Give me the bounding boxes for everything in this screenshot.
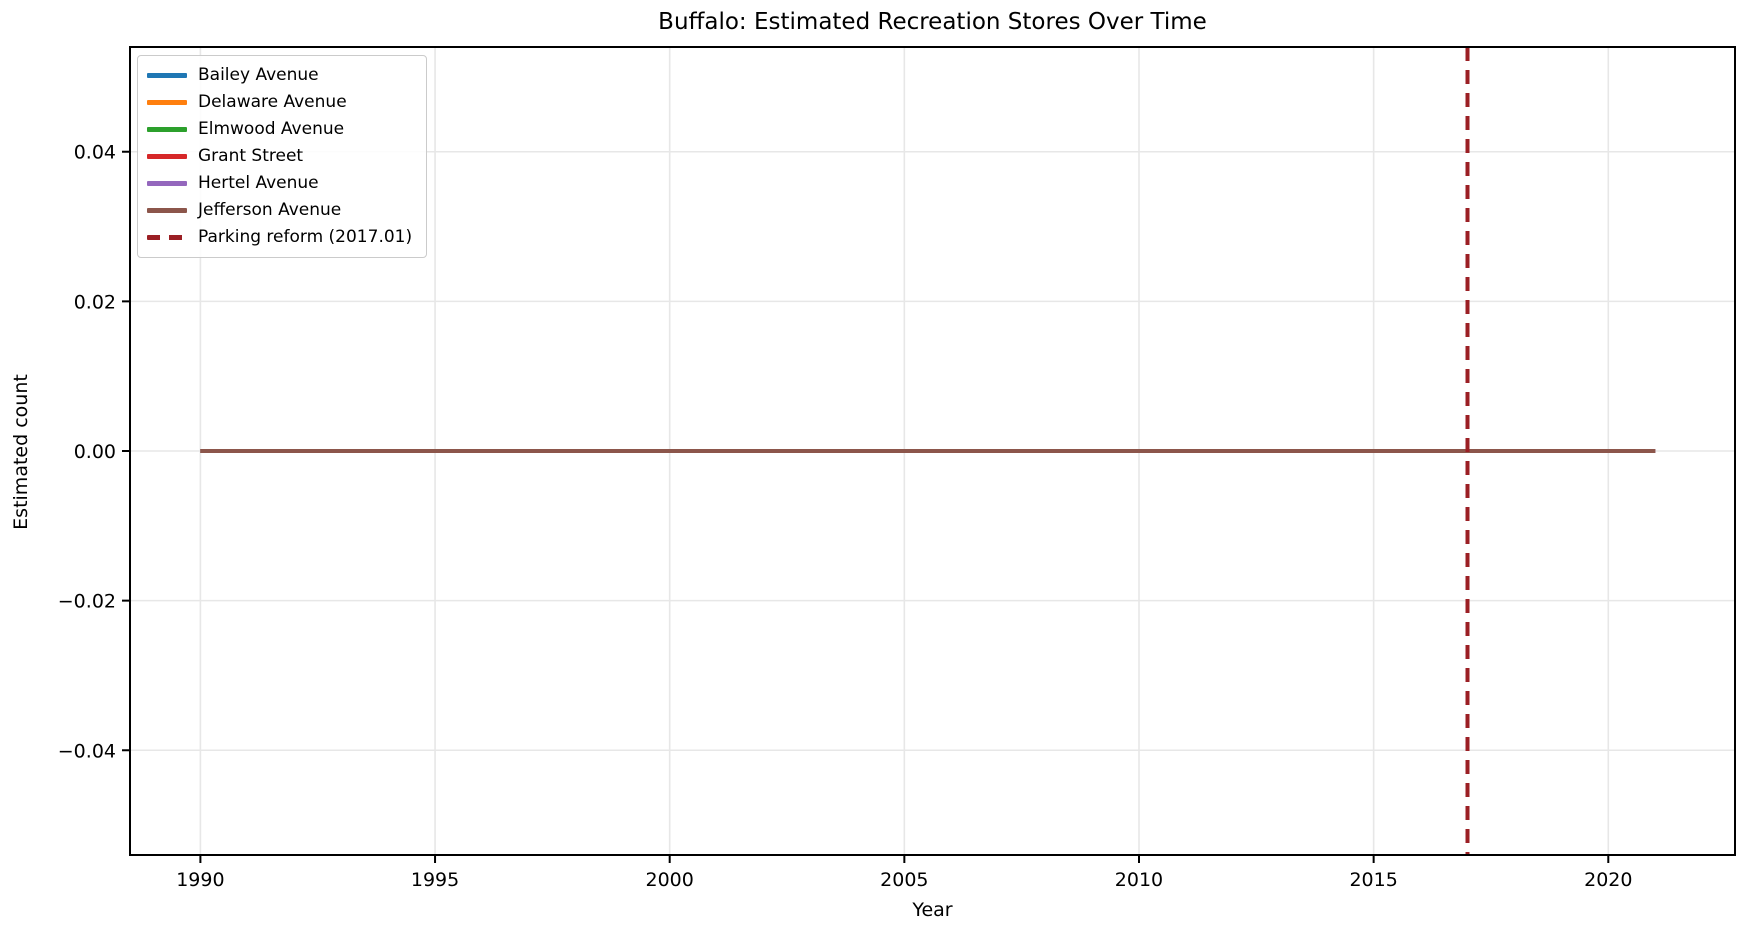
legend-item-label: Jefferson Avenue: [198, 200, 342, 220]
legend-swatch-line: [147, 127, 187, 132]
x-tick-label: 1995: [411, 869, 459, 891]
legend-swatch-line: [147, 73, 187, 78]
legend-item-label: Parking reform (2017.01): [198, 227, 413, 247]
y-tick-label: 0.00: [74, 441, 116, 463]
legend-swatch-line: [147, 208, 187, 213]
x-axis-label: Year: [912, 899, 953, 921]
legend-item: Parking reform (2017.01): [147, 224, 416, 251]
legend-item: Bailey Avenue: [147, 62, 416, 89]
legend-item-label: Delaware Avenue: [198, 92, 347, 112]
legend-item-label: Grant Street: [198, 146, 304, 166]
x-tick-label: 2005: [880, 869, 928, 891]
legend-swatch-line: [147, 100, 187, 105]
legend-item-label: Bailey Avenue: [198, 65, 319, 85]
y-tick-label: 0.04: [74, 142, 116, 164]
legend-item: Delaware Avenue: [147, 89, 416, 116]
chart-legend: Bailey Avenue Delaware Avenue Elmwood Aven…: [137, 55, 427, 258]
legend-swatch-dashed-line: [147, 235, 187, 240]
y-tick-label: 0.02: [74, 291, 116, 313]
legend-item-label: Hertel Avenue: [198, 173, 319, 193]
x-tick-label: 2010: [1115, 869, 1163, 891]
legend-swatch-line: [147, 181, 187, 186]
y-tick-label: −0.02: [58, 591, 116, 613]
x-tick-label: 2020: [1584, 869, 1632, 891]
chart-title: Buffalo: Estimated Recreation Stores Ove…: [658, 9, 1207, 35]
x-tick-label: 1990: [176, 869, 224, 891]
y-tick-label: −0.04: [58, 740, 116, 762]
legend-item: Grant Street: [147, 143, 416, 170]
legend-item: Jefferson Avenue: [147, 197, 416, 224]
x-tick-label: 2015: [1349, 869, 1397, 891]
legend-item: Hertel Avenue: [147, 170, 416, 197]
y-axis-label: Estimated count: [10, 374, 32, 530]
legend-swatch-line: [147, 154, 187, 159]
legend-item: Elmwood Avenue: [147, 116, 416, 143]
legend-item-label: Elmwood Avenue: [198, 119, 345, 139]
x-tick-label: 2000: [646, 869, 694, 891]
